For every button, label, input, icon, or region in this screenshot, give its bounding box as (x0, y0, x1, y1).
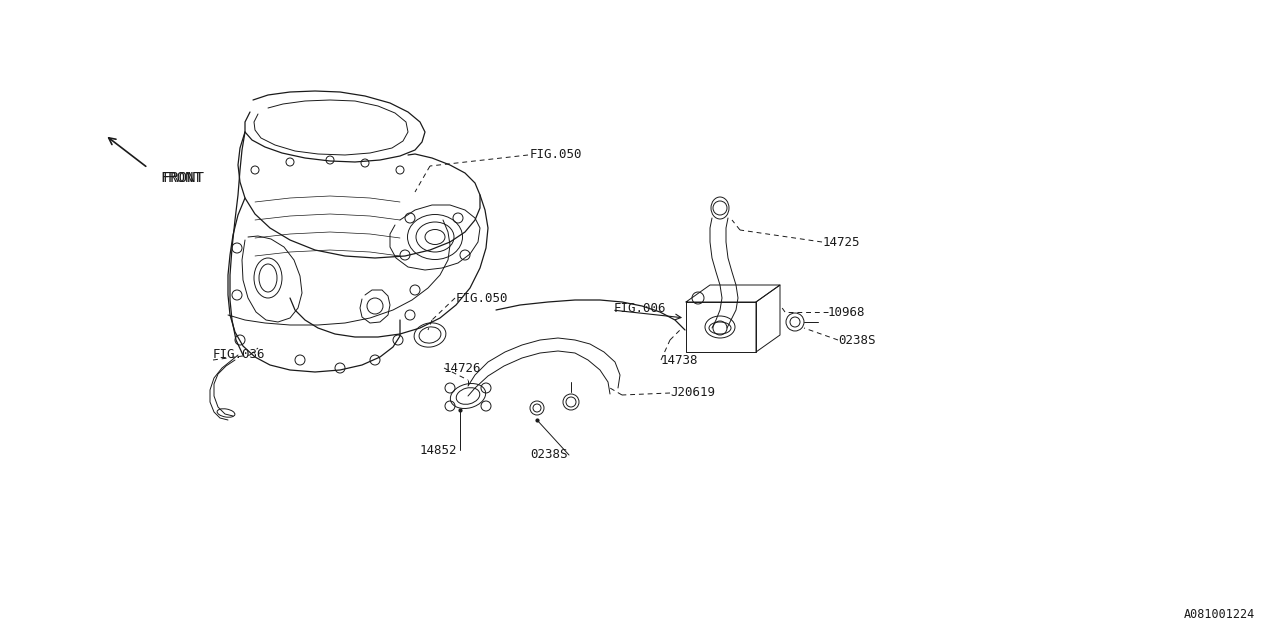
Text: 10968: 10968 (828, 305, 865, 319)
Text: J20619: J20619 (669, 387, 716, 399)
Text: 14726: 14726 (444, 362, 481, 374)
Text: A081001224: A081001224 (1184, 609, 1254, 621)
Text: FRONT: FRONT (160, 171, 202, 185)
Text: 14738: 14738 (660, 353, 699, 367)
Text: 0238S: 0238S (530, 449, 567, 461)
Text: 0238S: 0238S (838, 333, 876, 346)
Text: FIG.006: FIG.006 (614, 301, 667, 314)
Text: FRONT: FRONT (163, 171, 204, 185)
Text: 14725: 14725 (823, 236, 860, 248)
Text: FIG.036: FIG.036 (212, 349, 265, 362)
Text: FIG.050: FIG.050 (456, 291, 508, 305)
Text: FIG.050: FIG.050 (530, 148, 582, 161)
Text: 14852: 14852 (420, 444, 457, 456)
